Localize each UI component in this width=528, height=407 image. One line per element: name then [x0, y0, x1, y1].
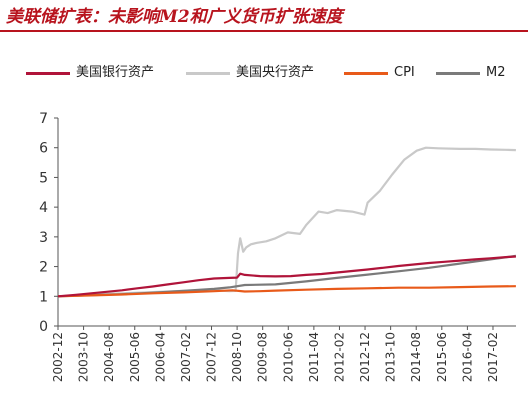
- x-tick-label: 2016-04: [460, 332, 474, 382]
- legend-label-m2: M2: [486, 65, 506, 80]
- series-line-0: [58, 255, 516, 298]
- x-tick-label: 2012-02: [332, 332, 346, 382]
- x-tick-label: 2007-12: [205, 332, 219, 382]
- x-tick-label: 2011-04: [307, 332, 321, 382]
- y-tick-label: 7: [39, 111, 48, 127]
- x-tick-label: 2010-06: [281, 332, 295, 382]
- y-tick-label: 4: [39, 200, 48, 216]
- y-tick-label: 2: [39, 260, 48, 276]
- y-tick-label: 1: [39, 289, 48, 305]
- legend-label-bank-assets: 美国银行资产: [76, 65, 155, 80]
- y-tick-label: 6: [39, 141, 48, 157]
- y-tick-label: 5: [39, 170, 48, 186]
- x-tick-label: 2013-10: [384, 332, 398, 382]
- x-tick-label: 2007-02: [179, 332, 193, 382]
- x-tick-label: 2009-08: [256, 332, 270, 382]
- x-tick-label: 2008-10: [230, 332, 244, 382]
- series-line-1: [58, 146, 516, 298]
- page-title: 美联储扩表：未影响M2和广义货币扩张速度: [6, 7, 343, 27]
- y-tick-label: 3: [39, 230, 48, 246]
- x-tick-label: 2015-06: [435, 332, 449, 382]
- y-tick-label: 0: [39, 319, 48, 335]
- title-underline: [0, 30, 528, 32]
- chart-legend: 美国银行资产 美国央行资产 CPI M2: [26, 64, 526, 82]
- x-tick-label: 2012-12: [358, 332, 372, 382]
- x-tick-label: 2002-12: [51, 332, 65, 382]
- legend-swatch-bank-assets: [26, 72, 70, 75]
- legend-swatch-cpi: [344, 72, 388, 75]
- legend-label-cpi: CPI: [394, 65, 415, 80]
- series-line-2: [58, 285, 516, 298]
- legend-swatch-central-bank-assets: [186, 72, 230, 75]
- x-tick-label: 2004-08: [102, 332, 116, 382]
- x-tick-label: 2014-08: [409, 332, 423, 382]
- x-tick-label: 2005-06: [128, 332, 142, 382]
- x-tick-label: 2017-02: [486, 332, 500, 382]
- legend-swatch-m2: [436, 72, 480, 75]
- x-tick-label: 2006-04: [153, 332, 167, 382]
- x-tick-label: 2003-10: [77, 332, 91, 382]
- legend-label-central-bank-assets: 美国央行资产: [236, 65, 315, 80]
